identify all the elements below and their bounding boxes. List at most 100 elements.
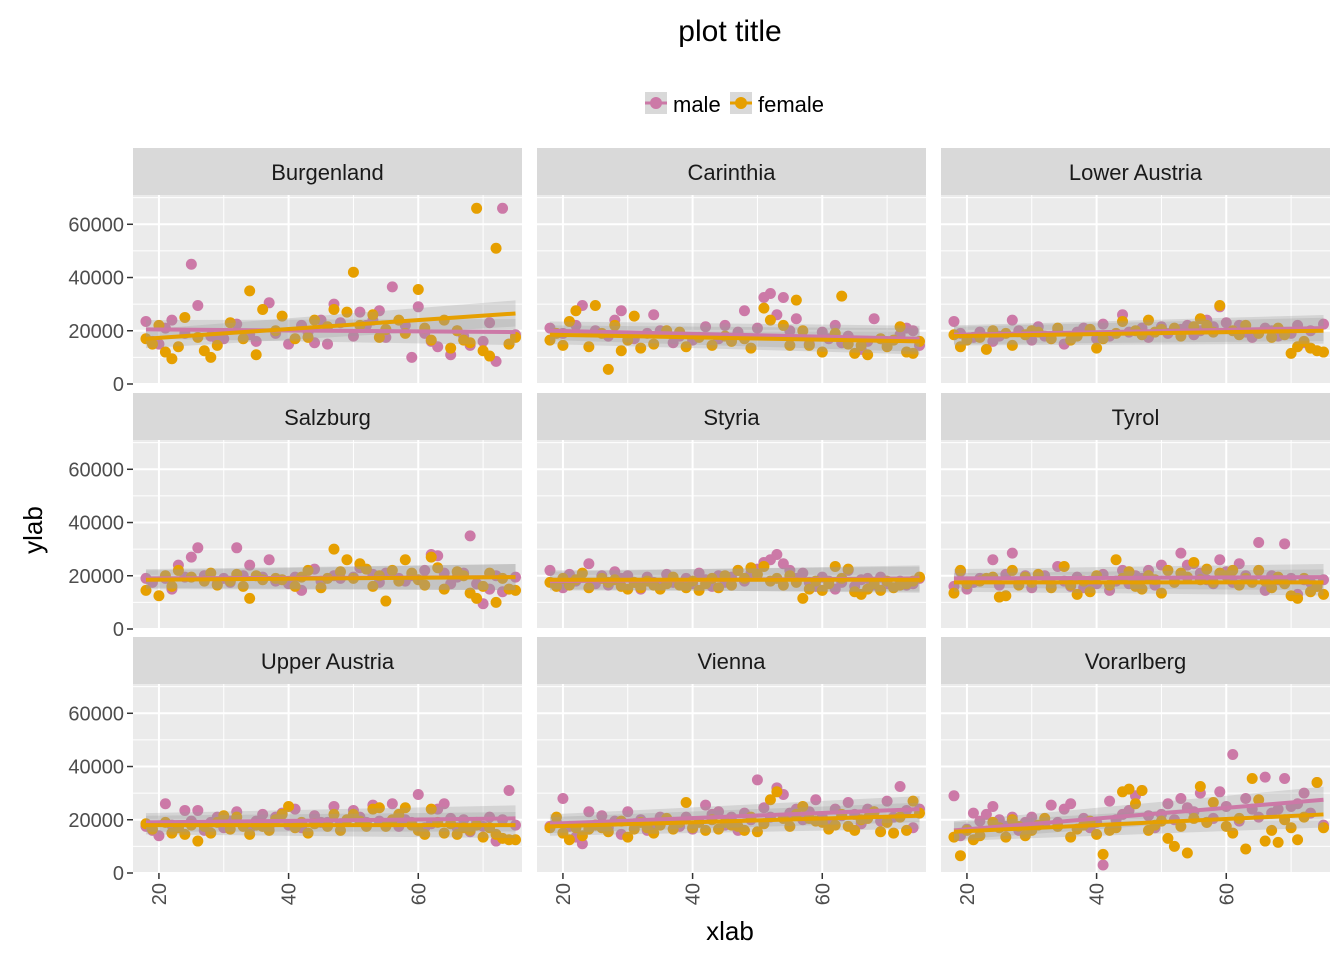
x-tick-label: 60: [812, 883, 834, 905]
x-tick-label: 20: [957, 883, 979, 905]
female-point: [412, 284, 424, 295]
male-point: [987, 800, 999, 812]
female-point: [1155, 587, 1167, 599]
female-point: [1045, 582, 1057, 594]
x-tick-label: 20: [553, 883, 575, 905]
female-point: [758, 560, 770, 572]
male-point: [1175, 547, 1187, 559]
female-point: [583, 341, 595, 353]
female-point: [576, 567, 588, 579]
male-point: [907, 325, 919, 337]
facet-strip: [537, 148, 926, 195]
female-trend-line: [953, 812, 1324, 834]
male-point: [1097, 318, 1109, 330]
male-point: [751, 322, 763, 334]
male-trend-line: [549, 807, 920, 826]
female-point: [1311, 776, 1323, 788]
female-point: [1318, 588, 1330, 600]
female-point: [341, 554, 353, 566]
female-point: [797, 325, 809, 337]
female-point: [635, 342, 647, 354]
female-point: [257, 303, 269, 315]
female-point: [875, 826, 887, 838]
female-point: [550, 580, 562, 592]
male-point: [648, 309, 660, 321]
female-point: [179, 311, 191, 323]
female-point: [816, 346, 828, 358]
male-point: [1214, 554, 1226, 566]
male-point: [1045, 799, 1057, 811]
legend-label-female: female: [758, 92, 824, 117]
female-point: [510, 331, 522, 343]
male-point: [544, 564, 556, 576]
facet-panel: Vienna 20 40 60: [537, 637, 926, 905]
female-point: [680, 341, 692, 353]
female-point: [948, 831, 960, 843]
female-point: [1246, 773, 1258, 784]
male-point: [1026, 811, 1038, 823]
female-point: [386, 564, 398, 576]
female-point: [974, 830, 986, 842]
male-point: [948, 790, 960, 802]
facet-strip-label: Salzburg: [284, 405, 371, 430]
male-point: [464, 530, 476, 542]
male-point: [386, 798, 398, 810]
female-point: [140, 584, 152, 596]
female-point: [334, 824, 346, 836]
female-point: [980, 343, 992, 355]
female-point: [1071, 588, 1083, 600]
female-point: [250, 349, 262, 361]
male-point: [438, 798, 450, 810]
male-point: [1279, 538, 1291, 550]
female-point: [1142, 314, 1154, 326]
female-point: [784, 820, 796, 832]
panel-background: [537, 684, 926, 873]
female-point: [1168, 840, 1180, 852]
male-point: [484, 317, 496, 329]
male-point: [497, 202, 509, 214]
female-point: [1091, 342, 1103, 354]
male-point: [700, 799, 712, 811]
facet-strip-label: Upper Austria: [261, 649, 395, 674]
male-point: [771, 548, 783, 560]
female-point: [764, 314, 776, 326]
female-point: [510, 584, 522, 596]
female-point: [797, 800, 809, 812]
female-point: [602, 826, 614, 838]
female-point: [1266, 331, 1278, 343]
x-tick-label: 40: [279, 883, 301, 905]
male-point: [738, 305, 750, 317]
female-point: [1110, 554, 1122, 566]
facet-strip-label: Carinthia: [687, 160, 776, 185]
female-point: [244, 285, 256, 297]
female-point: [1123, 566, 1135, 578]
male-point: [179, 804, 191, 816]
female-point: [1266, 582, 1278, 594]
male-point: [328, 800, 340, 812]
female-point: [1266, 824, 1278, 836]
female-point: [1130, 798, 1141, 810]
facet-strip: [537, 393, 926, 440]
female-point: [367, 309, 379, 321]
y-tick-label: 60000: [68, 459, 124, 481]
male-point: [159, 798, 171, 810]
female-point: [732, 564, 744, 576]
chart-title: plot title: [678, 15, 781, 48]
female-point: [211, 339, 223, 351]
female-point: [648, 338, 660, 350]
male-point: [192, 804, 204, 816]
female-point: [888, 827, 900, 839]
female-point: [1240, 843, 1252, 855]
female-point: [471, 202, 483, 214]
female-point: [1318, 822, 1330, 834]
female-point: [347, 266, 359, 278]
female-point: [1227, 827, 1239, 839]
y-tick-label: 0: [113, 619, 124, 641]
facet-panels: Burgenland 0 20000 40000 60000 Carinthia Lower…: [68, 148, 1330, 905]
female-point: [726, 579, 737, 591]
male-point: [948, 315, 960, 327]
male-point: [751, 774, 763, 786]
facet-strip: [941, 637, 1330, 684]
female-point: [244, 592, 256, 604]
female-point: [784, 339, 796, 351]
